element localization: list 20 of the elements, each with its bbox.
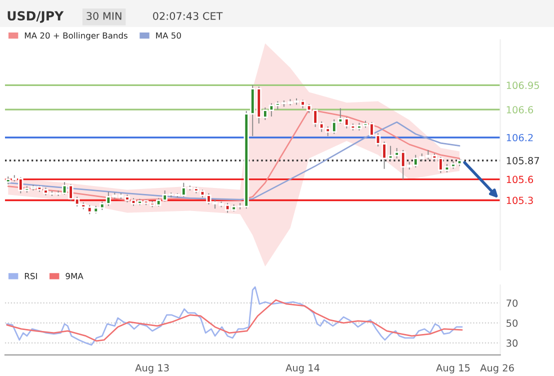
legend-label: MA 50 <box>156 32 181 39</box>
y-tick-label: 106.95 <box>506 82 539 90</box>
legend-label: 9MA <box>66 272 84 280</box>
legend-label: MA 20 + Bollinger Bands <box>24 32 128 40</box>
x-tick-label: Aug 13 <box>135 364 169 374</box>
y-tick-label: 105.6 <box>506 176 534 184</box>
y-tick-label: 106.2 <box>506 134 533 142</box>
legend-label: RSI <box>24 272 37 280</box>
y-tick-label: 105.87 <box>506 156 540 164</box>
y-tick-label: 105.3 <box>506 196 533 204</box>
y-tick-label: 106.6 <box>506 106 534 114</box>
y-tick-label: 30 <box>506 339 518 347</box>
text: Aug 26 <box>480 364 514 374</box>
text: 02:07:43 CET <box>153 12 223 20</box>
chart-title: USD/JPY <box>8 11 64 23</box>
y-tick-label: 70 <box>506 299 518 307</box>
x-tick-label: Aug 14 <box>286 364 320 374</box>
chart-subtitle: 30 MIN <box>86 12 122 20</box>
x-tick-label: Aug 15 <box>436 364 470 374</box>
y-tick-label: 50 <box>506 319 518 327</box>
